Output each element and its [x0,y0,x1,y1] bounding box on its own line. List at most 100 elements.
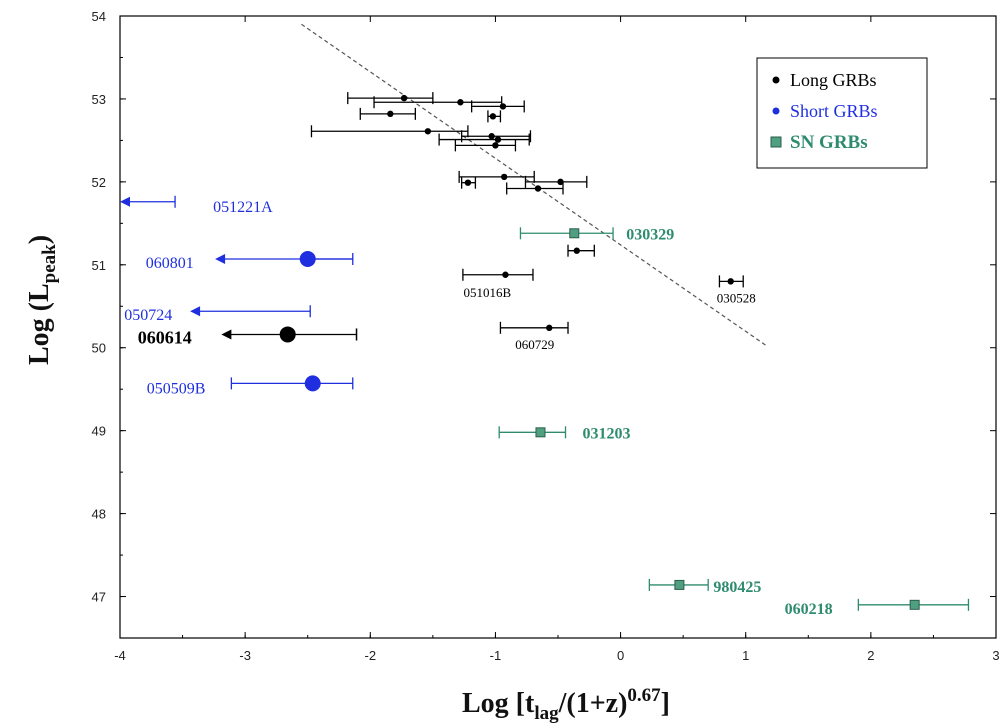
data-marks [120,92,970,611]
long-grbs-point-5-marker [424,128,432,135]
sn-grbs-point-0-marker [569,228,580,239]
short-grbs-point-2-limit-arrow [190,306,201,317]
short-grbs-point-0-label: 051221A [213,199,273,216]
long-grbs-point-3-marker [387,110,394,118]
short-grbs-point-2-label: 050724 [124,307,172,324]
legend-item-short-grbs-label: Short GRBs [790,101,878,121]
legend-item-sn-grbs: SN GRBs [770,132,868,153]
x-tick-label-7: 3 [992,648,999,663]
x-axis-title-sub: lag [534,703,559,724]
long-grbs-point-12 [506,182,564,195]
legend-item-long-grbs-label: Long GRBs [790,70,877,90]
legend: Long GRBs Short GRBs SN GRBs [756,57,928,169]
short-grbs-point-1-label: 060801 [146,255,194,272]
sn-grbs-point-2-label: 980425 [713,579,761,596]
long-grbs-point-6 [460,130,532,143]
long-grbs-point-14-label: 051016B [463,285,511,300]
long-grbs-point-15-marker [727,278,734,285]
point-labels: 051016B 030528 060729 060614 051221A 060801 05… [124,199,832,618]
y-tick-label-6: 53 [92,92,106,107]
legend-item-short-grbs-marker [772,107,780,115]
long-grbs-point-15-label: 030528 [717,290,756,305]
sn-grbs-point-3-label: 060218 [785,601,833,618]
short-grbs-point-3-label: 050509B [147,380,206,397]
x-axis-title-main: Log [t [462,688,535,719]
short-grbs-point-1-marker [299,250,316,267]
long-grbs-point-11 [460,176,477,189]
long-grbs-point-4-marker [489,113,497,120]
long-grbs-point-16-label: 060729 [515,337,554,352]
long-grbs-point-9 [458,170,535,183]
x-tick-label-1: -3 [239,648,251,663]
x-axis-title-mid: /(1+z) [558,688,628,719]
long-grbs-point-17 [221,326,358,343]
sn-grbs-point-1 [498,426,567,439]
long-grbs-point-17-limit-arrow [221,329,232,340]
long-grbs-point-7-marker [494,136,502,143]
long-grbs-point-14-marker [502,271,509,278]
long-grbs-point-14 [462,268,534,281]
x-tick-label-5: 1 [742,648,749,663]
axis-ticks: -4 -3 -2 -1 0 1 2 3 47 48 49 50 51 52 53 54 [92,9,1000,663]
sn-grbs-point-0-label: 030329 [626,226,674,243]
legend-item-sn-grbs-marker [770,136,782,148]
long-grbs-point-8-marker [492,142,499,149]
long-grbs-point-2 [471,100,525,113]
sn-grbs-point-2 [648,578,709,591]
short-grbs-point-0-limit-arrow [120,196,130,207]
y-axis-title: Log (Lpeak) [24,235,60,365]
y-tick-label-5: 52 [92,175,106,190]
y-axis-title-end: ) [24,235,55,244]
long-grbs-point-7 [438,133,530,146]
x-tick-label-3: -1 [490,648,502,663]
y-tick-label-7: 54 [92,9,106,24]
fit-line-layer [301,23,768,347]
short-grbs-point-2 [190,305,311,318]
sn-grbs-point-2-marker [674,579,685,590]
short-grbs-point-0 [120,195,176,208]
long-grbs-point-17-label: 060614 [138,327,192,347]
long-grbs-point-4 [487,110,502,123]
y-tick-label-1: 48 [92,507,106,522]
legend-item-short-grbs: Short GRBs [772,101,878,121]
long-grbs-point-12-marker [534,185,542,192]
y-tick-label-4: 51 [92,258,106,273]
sn-grbs-point-1-marker [535,427,546,438]
x-axis-title: Log [tlag/(1+z)0.67] [462,685,670,724]
x-tick-label-2: -2 [365,648,377,663]
sn-grbs-point-3-marker [909,599,920,610]
long-grbs-point-13 [567,244,595,257]
long-grbs-point-9-marker [500,173,508,181]
x-tick-label-4: 0 [617,648,624,663]
legend-item-sn-grbs-label: SN GRBs [790,132,868,153]
long-grbs-point-5 [310,125,469,138]
legend-box [756,57,928,169]
long-grbs-point-1-marker [457,99,464,106]
y-tick-label-3: 50 [92,341,106,356]
short-grbs-point-1-limit-arrow [215,253,226,264]
y-axis-title-sub: peak [39,244,60,284]
short-grbs-point-3 [230,375,354,392]
y-tick-label-2: 49 [92,424,106,439]
y-tick-label-0: 47 [92,590,106,605]
short-grbs-point-1 [215,250,354,267]
long-grbs-point-6-marker [488,133,495,140]
long-grbs-point-16 [499,321,569,334]
long-grbs-point-15 [718,275,744,288]
long-grbs-point-17-marker [279,326,296,343]
long-grbs-point-0 [347,92,434,105]
long-grbs-point-16-marker [546,324,553,332]
x-tick-label-6: 2 [867,648,874,663]
long-grbs-point-10-marker [557,178,564,186]
sn-grbs-point-1-label: 031203 [582,425,630,442]
y-axis-title-main: Log (L [24,283,55,365]
x-axis-title-sup: 0.67 [627,685,661,706]
legend-item-long-grbs: Long GRBs [772,70,877,90]
long-grbs-point-0-marker [400,94,408,102]
long-grbs-point-11-marker [464,179,472,186]
x-axis-title-end: ] [661,688,670,719]
long-grbs-point-3 [359,107,416,120]
x-tick-label-0: -4 [114,648,126,663]
long-grbs-point-10 [524,175,588,188]
